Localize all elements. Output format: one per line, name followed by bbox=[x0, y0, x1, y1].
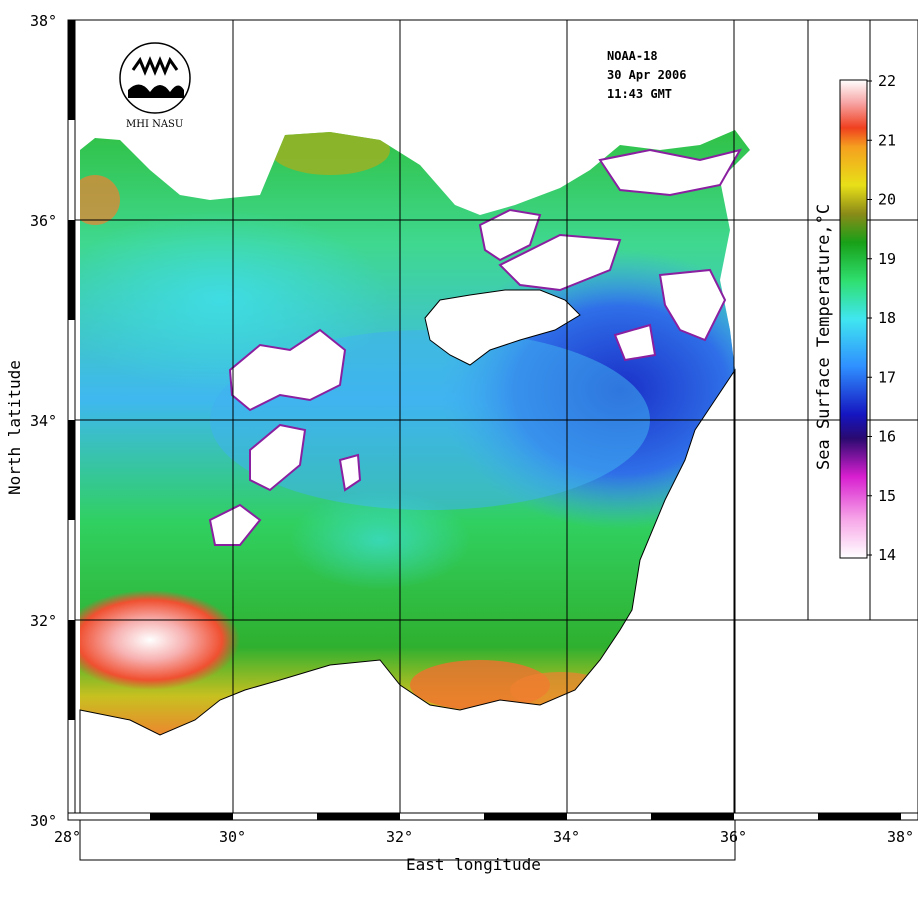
colorbar-tick-label: 14 bbox=[878, 546, 896, 564]
x-tick-labels: 28° 30° 32° 34° 36° 38° bbox=[54, 828, 914, 846]
colorbar-gradient bbox=[839, 79, 868, 559]
x-tick-label: 36° bbox=[720, 828, 747, 846]
satellite-label: NOAA-18 bbox=[607, 49, 658, 63]
date-label: 30 Apr 2006 bbox=[607, 68, 686, 82]
y-tick-labels: 38° 36° 34° 32° 30° bbox=[30, 12, 57, 830]
y-axis-title: North latitude bbox=[5, 360, 24, 495]
land-masks bbox=[79, 289, 736, 861]
egypt-coast bbox=[79, 368, 736, 861]
colorbar-tick-label: 16 bbox=[878, 428, 896, 446]
logo-text: MHI NASU bbox=[126, 119, 183, 130]
colorbar-tick-label: 22 bbox=[878, 72, 896, 90]
y-tick-label: 36° bbox=[30, 212, 57, 230]
colorbar-tick-label: 19 bbox=[878, 250, 896, 268]
y-tick-label: 30° bbox=[30, 812, 57, 830]
acquisition-info: NOAA-18 30 Apr 2006 11:43 GMT bbox=[607, 49, 686, 101]
x-tick-label: 38° bbox=[887, 828, 914, 846]
colorbar: 22 21 20 19 18 17 16 15 14 Sea Surface Temperatu… bbox=[814, 72, 896, 564]
cloud-patches bbox=[208, 148, 743, 546]
colorbar-title: Sea Surface Temperature,°C bbox=[814, 204, 834, 470]
x-tick-label: 34° bbox=[553, 828, 580, 846]
x-tick-label: 32° bbox=[386, 828, 413, 846]
x-tick-label: 30° bbox=[219, 828, 246, 846]
colorbar-tick-label: 20 bbox=[878, 191, 896, 209]
y-tick-label: 38° bbox=[30, 12, 57, 30]
x-axis-title: East longitude bbox=[406, 855, 541, 874]
x-tick-label: 28° bbox=[54, 828, 81, 846]
colorbar-tick-label: 17 bbox=[878, 368, 896, 386]
time-label: 11:43 GMT bbox=[607, 87, 672, 101]
mhi-nasu-logo: MHI NASU bbox=[119, 42, 191, 130]
colorbar-tick-label: 21 bbox=[878, 131, 896, 149]
axis-scale-bars bbox=[67, 19, 918, 821]
colorbar-tick-label: 15 bbox=[878, 487, 896, 505]
y-tick-label: 32° bbox=[30, 612, 57, 630]
colorbar-tick-label: 18 bbox=[878, 309, 896, 327]
y-tick-label: 34° bbox=[30, 412, 57, 430]
